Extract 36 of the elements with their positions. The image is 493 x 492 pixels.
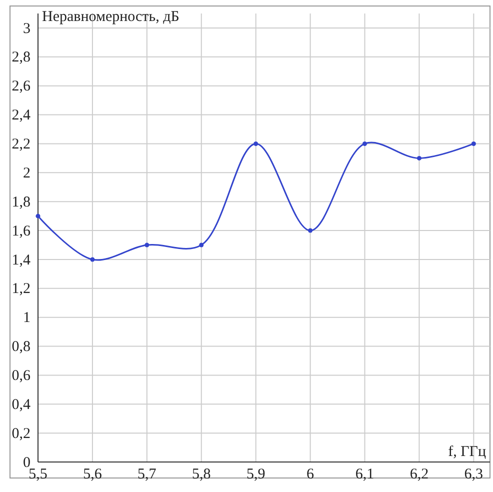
point [471,141,476,146]
point [308,228,313,233]
y-tick-label: 1,2 [12,281,30,298]
x-tick-label: 5,6 [83,466,102,482]
y-tick-label: 3 [23,20,30,37]
x-tick-label: 6,3 [464,466,484,482]
y-tick-label: 0 [23,454,30,471]
point [416,156,422,160]
y-tick-label: 0,2 [12,426,30,442]
y-tick-label: 1,6 [12,223,31,240]
x-tick-label: 5,5 [28,466,48,482]
x-axis-title: f, ГГц [448,444,486,460]
x-tick-label: 5,7 [138,466,157,482]
y-tick-label: 0,6 [12,368,31,384]
point [144,242,150,248]
x-tick-label: 6 [306,466,315,482]
x-tick-label: 6,1 [355,466,374,482]
point [254,141,258,146]
x-tick-label: 5,9 [246,466,266,482]
x-tick-label: 6,2 [410,466,429,482]
y-tick-label: 0,8 [12,339,30,356]
y-tick-label: 0,4 [12,396,31,413]
y-tick-label: 2,6 [12,78,31,95]
point [90,257,95,262]
point [362,141,368,146]
y-tick-label: 2 [23,165,30,182]
point [199,242,204,248]
y-tick-label: 2,8 [12,50,30,66]
y-tick-label: 2,2 [12,136,30,153]
x-tick-label: 5,8 [192,466,211,482]
y-tick-label: 2,4 [12,108,31,124]
point [36,214,40,218]
y-tick-label: 1,8 [12,194,30,210]
y-tick-label: 1 [23,310,30,326]
y-axis-title: Неравномерность, дБ [42,9,180,25]
y-tick-label: 1,4 [12,252,31,268]
